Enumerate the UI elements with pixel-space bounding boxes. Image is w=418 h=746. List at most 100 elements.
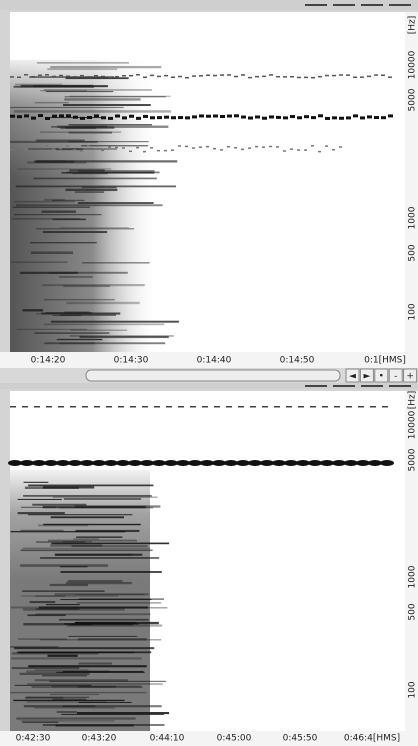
call-mark <box>202 406 208 408</box>
time-label: 0:14:50 <box>280 356 315 366</box>
call-mark <box>308 460 322 466</box>
call-mark <box>115 146 118 149</box>
streak <box>64 311 90 314</box>
streak <box>66 301 140 305</box>
call-mark <box>248 116 253 120</box>
streak <box>35 228 135 230</box>
streak <box>26 701 107 703</box>
streak <box>20 549 153 552</box>
streak <box>58 276 93 278</box>
streak <box>34 669 89 671</box>
call-mark <box>101 75 105 78</box>
streak <box>11 667 80 669</box>
call-mark <box>70 406 76 408</box>
call-mark <box>212 460 226 466</box>
streak <box>35 613 151 616</box>
streak <box>62 541 92 543</box>
call-mark <box>260 460 274 466</box>
streak <box>16 717 136 720</box>
call-mark <box>166 406 172 408</box>
call-mark <box>236 460 250 466</box>
call-mark <box>318 114 323 118</box>
call-mark <box>311 116 316 120</box>
call-mark <box>283 150 286 152</box>
streak <box>34 707 115 709</box>
call-mark <box>101 116 106 120</box>
streak <box>31 686 143 689</box>
streak <box>10 140 98 143</box>
streak <box>81 186 117 189</box>
call-mark <box>58 406 64 408</box>
call-mark <box>220 149 223 151</box>
call-mark <box>262 406 268 408</box>
streak <box>47 654 78 657</box>
call-mark <box>339 146 342 148</box>
scroll-button[interactable] <box>403 368 418 383</box>
call-mark <box>283 116 288 120</box>
streak <box>11 261 68 263</box>
call-mark <box>87 76 91 78</box>
streak <box>63 498 142 500</box>
toolbar-dashes <box>305 385 411 387</box>
call-mark <box>178 116 183 120</box>
call-mark <box>346 116 351 120</box>
call-mark <box>17 115 22 119</box>
call-mark <box>31 116 36 120</box>
scroll-thumb[interactable] <box>85 369 341 382</box>
streak <box>15 204 163 207</box>
call-mark <box>358 406 364 408</box>
freq-label: 100 <box>408 681 418 698</box>
call-mark <box>59 74 63 77</box>
noise-fade <box>10 60 160 180</box>
call-mark <box>17 76 21 79</box>
scroll-button[interactable] <box>374 368 389 383</box>
call-mark <box>276 115 281 119</box>
streak <box>63 104 151 107</box>
streak <box>36 160 178 163</box>
call-mark <box>318 75 322 78</box>
streak <box>30 242 97 244</box>
streak <box>62 670 144 673</box>
streak <box>28 514 133 516</box>
scroll-button[interactable] <box>345 368 360 383</box>
streak <box>32 85 108 88</box>
freq-label: 1000 <box>408 206 418 229</box>
call-mark <box>339 116 344 120</box>
time-label: 0:46:4[HMS] <box>344 734 400 744</box>
streak <box>43 298 115 301</box>
call-mark <box>227 145 230 148</box>
call-mark <box>220 74 224 76</box>
call-mark <box>190 406 196 408</box>
streak <box>58 618 149 621</box>
streak <box>32 503 87 506</box>
call-mark <box>290 75 294 78</box>
streak <box>22 547 151 550</box>
call-mark <box>171 76 175 79</box>
call-mark <box>59 114 64 118</box>
call-mark <box>332 148 335 151</box>
streak <box>65 77 129 80</box>
call-mark <box>94 148 97 150</box>
call-mark <box>332 74 336 77</box>
call-mark <box>178 145 181 147</box>
scroll-button[interactable] <box>359 368 374 383</box>
streak <box>20 564 109 567</box>
streak <box>40 557 160 559</box>
streak <box>29 600 56 604</box>
streak <box>13 110 172 113</box>
streak <box>50 516 125 519</box>
toolbar-dashes <box>305 4 411 6</box>
call-mark <box>206 145 209 148</box>
call-mark <box>367 75 371 78</box>
streak <box>76 712 170 715</box>
streak <box>51 685 142 688</box>
streak <box>69 335 174 337</box>
streak <box>63 285 110 288</box>
call-mark <box>380 460 394 466</box>
streak <box>27 683 163 685</box>
streak <box>37 524 89 527</box>
streak <box>35 139 85 142</box>
call-mark <box>178 406 184 408</box>
call-mark <box>152 460 166 466</box>
scroll-button[interactable] <box>388 368 403 383</box>
